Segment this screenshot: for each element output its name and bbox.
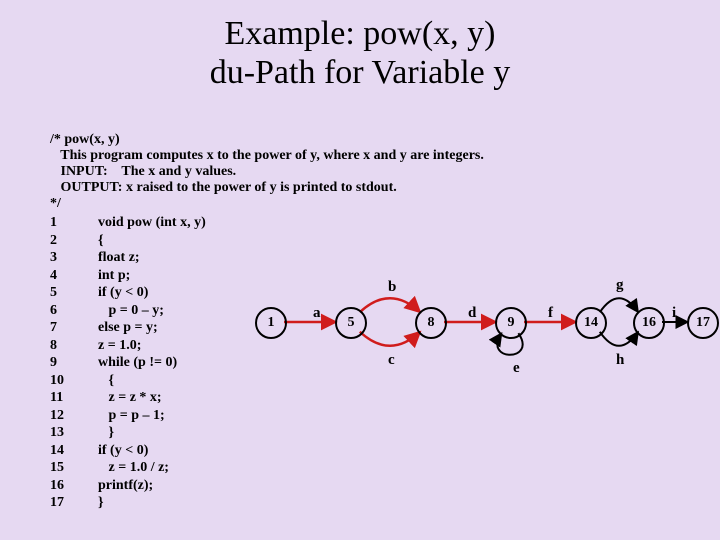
code-line-number: 11 bbox=[50, 389, 98, 407]
code-line-number: 6 bbox=[50, 302, 98, 320]
code-line-number: 2 bbox=[50, 232, 98, 250]
code-line-number: 4 bbox=[50, 267, 98, 285]
edge-label-i: i bbox=[672, 305, 676, 322]
code-line: 17} bbox=[50, 494, 206, 512]
code-line-number: 17 bbox=[50, 494, 98, 512]
code-line: 10 { bbox=[50, 372, 206, 390]
code-line-number: 10 bbox=[50, 372, 98, 390]
code-line-number: 15 bbox=[50, 459, 98, 477]
edge-c bbox=[360, 332, 420, 346]
page-title: Example: pow(x, y) du-Path for Variable … bbox=[0, 14, 720, 92]
code-comment: /* pow(x, y) This program computes x to … bbox=[50, 132, 484, 212]
code-line-text: else p = y; bbox=[98, 319, 158, 337]
code-line-number: 12 bbox=[50, 407, 98, 425]
code-line: 16printf(z); bbox=[50, 477, 206, 495]
edge-label-h: h bbox=[616, 352, 624, 369]
edge-label-c: c bbox=[388, 352, 395, 369]
code-line-text: z = 1.0 / z; bbox=[98, 459, 169, 477]
code-line-number: 9 bbox=[50, 354, 98, 372]
code-line-number: 5 bbox=[50, 284, 98, 302]
code-line: 1void pow (int x, y) bbox=[50, 214, 206, 232]
code-line: 11 z = z * x; bbox=[50, 389, 206, 407]
node-5: 5 bbox=[335, 307, 367, 339]
edge-label-e: e bbox=[513, 360, 520, 377]
code-line-text: } bbox=[98, 494, 104, 512]
edge-label-g: g bbox=[616, 277, 624, 294]
code-line: 4int p; bbox=[50, 267, 206, 285]
code-line-text: int p; bbox=[98, 267, 130, 285]
code-line: 14if (y < 0) bbox=[50, 442, 206, 460]
edge-b bbox=[360, 298, 420, 312]
node-1: 1 bbox=[255, 307, 287, 339]
node-8: 8 bbox=[415, 307, 447, 339]
code-line: 13 } bbox=[50, 424, 206, 442]
code-line-number: 3 bbox=[50, 249, 98, 267]
node-9: 9 bbox=[495, 307, 527, 339]
code-line-number: 13 bbox=[50, 424, 98, 442]
code-line-text: printf(z); bbox=[98, 477, 153, 495]
edge-h bbox=[600, 332, 638, 346]
code-line-text: void pow (int x, y) bbox=[98, 214, 206, 232]
code-line: 3float z; bbox=[50, 249, 206, 267]
code-line: 7else p = y; bbox=[50, 319, 206, 337]
code-line-number: 16 bbox=[50, 477, 98, 495]
edge-label-f: f bbox=[548, 305, 553, 322]
code-line-text: float z; bbox=[98, 249, 140, 267]
code-line: 15 z = 1.0 / z; bbox=[50, 459, 206, 477]
edge-label-b: b bbox=[388, 279, 396, 296]
code-line-text: p = p – 1; bbox=[98, 407, 165, 425]
code-line-text: { bbox=[98, 232, 104, 250]
code-line-text: } bbox=[98, 424, 114, 442]
code-line-number: 1 bbox=[50, 214, 98, 232]
edge-g bbox=[600, 298, 638, 312]
title-line1: Example: pow(x, y) bbox=[225, 15, 496, 52]
edge-label-d: d bbox=[468, 305, 476, 322]
code-line-text: p = 0 – y; bbox=[98, 302, 164, 320]
node-16: 16 bbox=[633, 307, 665, 339]
code-line: 2{ bbox=[50, 232, 206, 250]
code-line-number: 14 bbox=[50, 442, 98, 460]
code-line-text: z = 1.0; bbox=[98, 337, 141, 355]
code-line: 8z = 1.0; bbox=[50, 337, 206, 355]
code-line-text: if (y < 0) bbox=[98, 284, 148, 302]
code-line-number: 8 bbox=[50, 337, 98, 355]
code-line-text: if (y < 0) bbox=[98, 442, 148, 460]
edge-label-a: a bbox=[313, 305, 321, 322]
node-17: 17 bbox=[687, 307, 719, 339]
title-line2: du-Path for Variable y bbox=[210, 54, 511, 91]
code-line-number: 7 bbox=[50, 319, 98, 337]
code-listing: 1void pow (int x, y)2{3float z;4int p;5i… bbox=[50, 214, 206, 512]
code-line: 9while (p != 0) bbox=[50, 354, 206, 372]
code-line-text: { bbox=[98, 372, 114, 390]
code-line: 6 p = 0 – y; bbox=[50, 302, 206, 320]
code-line: 12 p = p – 1; bbox=[50, 407, 206, 425]
code-line: 5if (y < 0) bbox=[50, 284, 206, 302]
code-line-text: while (p != 0) bbox=[98, 354, 177, 372]
node-14: 14 bbox=[575, 307, 607, 339]
code-line-text: z = z * x; bbox=[98, 389, 162, 407]
